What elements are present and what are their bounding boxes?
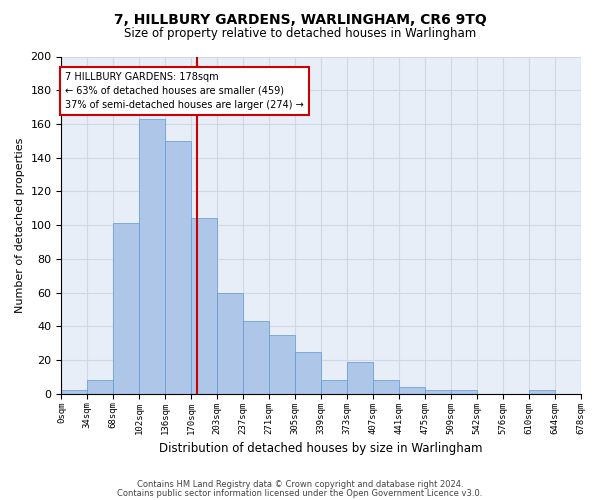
Bar — [373, 380, 399, 394]
Bar — [295, 352, 321, 394]
Bar — [425, 390, 451, 394]
Bar — [113, 224, 139, 394]
Y-axis label: Number of detached properties: Number of detached properties — [15, 138, 25, 313]
Text: Size of property relative to detached houses in Warlingham: Size of property relative to detached ho… — [124, 28, 476, 40]
Bar — [61, 390, 88, 394]
Bar — [165, 141, 191, 394]
Bar — [529, 390, 554, 394]
Bar — [217, 292, 243, 394]
Bar — [347, 362, 373, 394]
Bar — [269, 335, 295, 394]
Bar — [88, 380, 113, 394]
Bar — [191, 218, 217, 394]
X-axis label: Distribution of detached houses by size in Warlingham: Distribution of detached houses by size … — [159, 442, 483, 455]
Bar — [243, 322, 269, 394]
Bar — [451, 390, 476, 394]
Bar — [399, 387, 425, 394]
Bar — [321, 380, 347, 394]
Text: 7 HILLBURY GARDENS: 178sqm
← 63% of detached houses are smaller (459)
37% of sem: 7 HILLBURY GARDENS: 178sqm ← 63% of deta… — [65, 72, 304, 110]
Text: Contains public sector information licensed under the Open Government Licence v3: Contains public sector information licen… — [118, 488, 482, 498]
Text: 7, HILLBURY GARDENS, WARLINGHAM, CR6 9TQ: 7, HILLBURY GARDENS, WARLINGHAM, CR6 9TQ — [113, 12, 487, 26]
Bar — [139, 119, 165, 394]
Text: Contains HM Land Registry data © Crown copyright and database right 2024.: Contains HM Land Registry data © Crown c… — [137, 480, 463, 489]
